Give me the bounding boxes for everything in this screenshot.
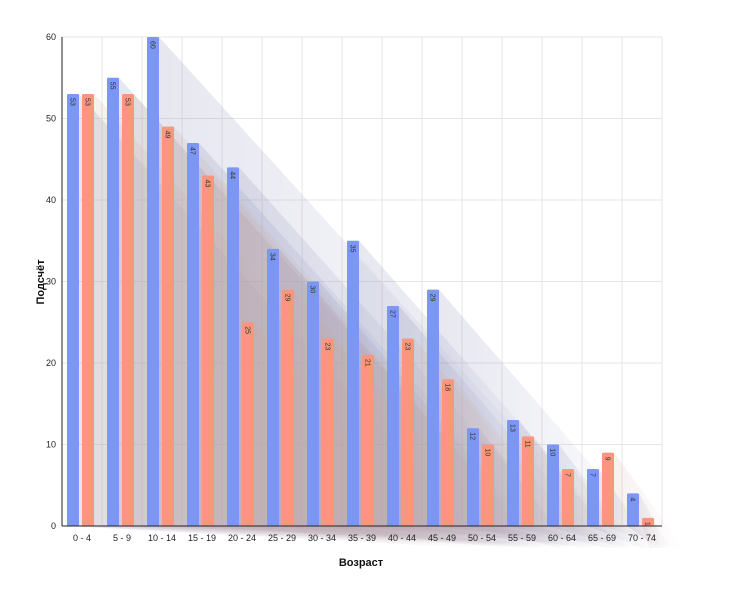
bar — [587, 468, 599, 526]
x-tick-label: 20 - 24 — [228, 533, 256, 543]
data-label: 60 — [149, 41, 156, 49]
bar — [242, 322, 254, 526]
data-label: 4 — [629, 497, 636, 501]
data-label: 21 — [364, 359, 371, 367]
x-tick-label: 5 - 9 — [113, 533, 131, 543]
data-label: 53 — [69, 98, 76, 106]
x-tick-label: 70 - 74 — [628, 533, 656, 543]
data-label: 7 — [589, 473, 596, 477]
y-tick-label: 0 — [51, 521, 56, 531]
data-label: 23 — [404, 343, 411, 351]
bar — [427, 289, 439, 526]
bar — [547, 444, 559, 526]
x-tick-label: 35 - 39 — [348, 533, 376, 543]
data-label: 9 — [604, 457, 611, 461]
x-tick-label: 0 - 4 — [73, 533, 91, 543]
data-label: 53 — [84, 98, 91, 106]
axes: 0 10 20 30 40 50 60 0 - 4 5 - 9 10 - 14 15 - 19 20 … — [46, 32, 662, 543]
bar — [642, 517, 654, 526]
bar — [82, 94, 94, 527]
data-label: 29 — [284, 294, 291, 302]
data-label: 53 — [124, 98, 131, 106]
data-label: 1 — [644, 522, 651, 526]
data-label: 18 — [444, 383, 451, 391]
bar — [402, 338, 414, 526]
data-label: 49 — [164, 131, 171, 139]
data-label: 27 — [389, 310, 396, 318]
bar — [202, 175, 214, 527]
bar — [387, 305, 399, 526]
x-tick-label: 60 - 64 — [548, 533, 576, 543]
x-tick-label: 65 - 69 — [588, 533, 616, 543]
data-label: 12 — [469, 432, 476, 440]
data-label: 43 — [204, 180, 211, 188]
y-tick-label: 20 — [46, 358, 56, 368]
data-label: 47 — [189, 147, 196, 155]
bar — [347, 240, 359, 526]
bar — [507, 420, 519, 526]
bar — [107, 77, 119, 526]
y-tick-label: 30 — [46, 277, 56, 287]
data-label: 23 — [324, 343, 331, 351]
bar-shadow — [602, 452, 684, 548]
data-label: 29 — [429, 294, 436, 302]
bar — [147, 37, 159, 526]
bar — [362, 354, 374, 526]
bar — [467, 428, 479, 526]
bar — [162, 126, 174, 527]
x-tick-label: 50 - 54 — [468, 533, 496, 543]
bars — [67, 37, 654, 527]
bar — [187, 142, 199, 526]
bar — [322, 338, 334, 526]
bar — [227, 167, 239, 526]
data-label: 30 — [309, 286, 316, 294]
bar — [627, 493, 639, 526]
data-label: 55 — [109, 82, 116, 90]
x-tick-label: 45 - 49 — [428, 533, 456, 543]
y-tick-label: 40 — [46, 195, 56, 205]
data-label: 44 — [229, 171, 236, 179]
data-label: 25 — [244, 326, 251, 334]
bar — [267, 248, 279, 526]
x-tick-label: 25 - 29 — [268, 533, 296, 543]
x-tick-label: 10 - 14 — [148, 533, 176, 543]
y-tick-label: 60 — [46, 32, 56, 42]
bar — [67, 94, 79, 527]
x-tick-label: 15 - 19 — [188, 533, 216, 543]
data-label: 11 — [524, 440, 531, 447]
y-axis-title: Подсчёт — [35, 259, 47, 305]
data-label: 10 — [484, 449, 491, 457]
data-label: 10 — [549, 449, 556, 457]
data-label: 13 — [509, 424, 516, 432]
x-tick-label: 30 - 34 — [308, 533, 336, 543]
y-tick-label: 50 — [46, 114, 56, 124]
x-tick-label: 40 - 44 — [388, 533, 416, 543]
data-label: 34 — [269, 253, 276, 261]
bar — [442, 379, 454, 526]
y-tick-label: 10 — [46, 440, 56, 450]
data-label: 7 — [564, 473, 571, 477]
bar — [122, 94, 134, 527]
x-tick-label: 55 - 59 — [508, 533, 536, 543]
bar — [602, 452, 614, 526]
x-axis-title: Возраст — [339, 557, 384, 569]
bar — [307, 281, 319, 526]
bar — [522, 436, 534, 526]
bar — [482, 444, 494, 526]
data-labels: 53 55 60 47 44 34 30 35 27 29 12 13 10 7 4 53 53 49 43 25 29… — [69, 41, 651, 526]
data-label: 35 — [349, 245, 356, 253]
bar — [282, 289, 294, 526]
bar — [562, 468, 574, 526]
